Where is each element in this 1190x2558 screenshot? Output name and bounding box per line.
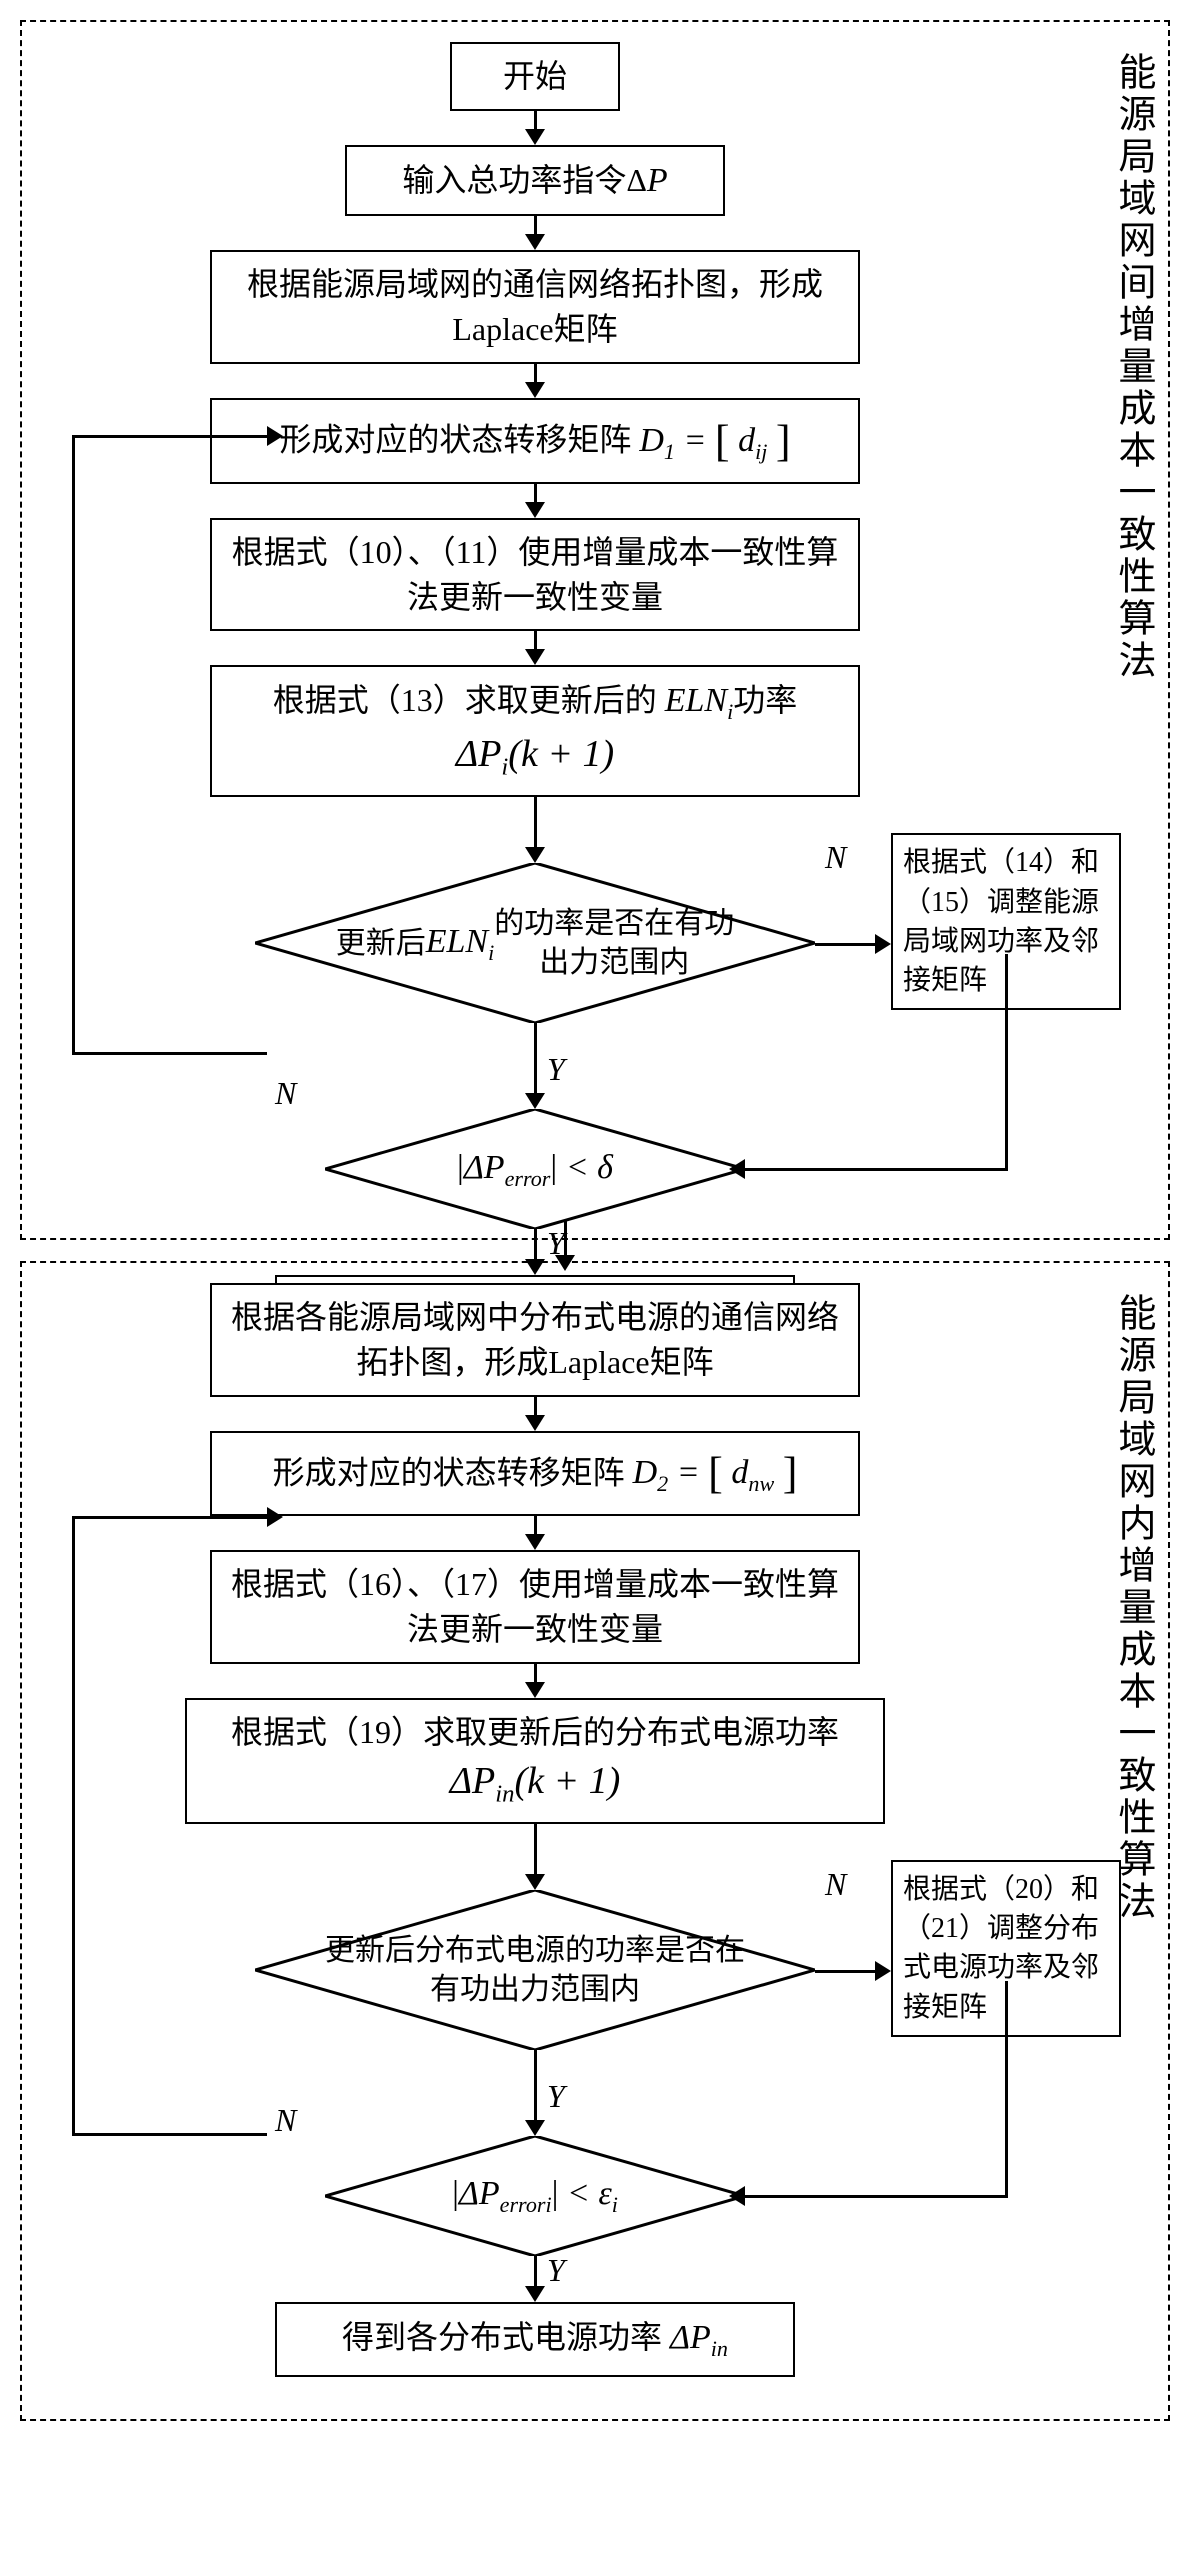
matrix1-math: D1 = [ dij ] — [639, 422, 790, 459]
out2-expr: ΔPin — [670, 2319, 728, 2356]
input-box: 输入总功率指令ΔP — [345, 145, 725, 217]
d2-1-N: N — [275, 1075, 296, 1112]
d2-2-Y: Y — [547, 2252, 565, 2289]
d1-2-Y: Y — [547, 2078, 565, 2115]
d1-1-Y: Y — [547, 1051, 565, 1088]
feedback-arrow-1 — [267, 426, 283, 446]
section-inter-network: 能源局域网间增量成本一致性算法 开始 输入总功率指令ΔP 根据能源局域网的通信网… — [20, 20, 1170, 1240]
d2-2-N: N — [275, 2102, 296, 2139]
matrix-box-2: 形成对应的状态转移矩阵 D2 = [ dnw ] — [210, 1431, 860, 1517]
decision2-1-text: |ΔPerror| < δ — [325, 1109, 745, 1229]
decision1-1: 更新后ELNi的功率是否在有功出力范围内 — [255, 863, 815, 1023]
section2-side-label: 能源局域网内增量成本一致性算法 — [1111, 1293, 1153, 1923]
power2-line1: 根据式（19）求取更新后的分布式电源功率 — [231, 1714, 839, 1750]
d1-1-N: N — [825, 839, 846, 876]
feedback-line-2 — [72, 1516, 267, 2136]
feedback-line-1 — [72, 435, 267, 1055]
power1-expr: ΔPi(k + 1) — [456, 733, 614, 775]
input-text: 输入总功率指令ΔP — [402, 162, 667, 198]
decision1-2: 更新后分布式电源的功率是否在有功出力范围内 — [255, 1890, 815, 2050]
update-box-2: 根据式（16）、（17）使用增量成本一致性算法更新一致性变量 — [210, 1550, 860, 1664]
power1-line1: 根据式（13）求取更新后的 ELNi功率 — [273, 682, 798, 718]
matrix2-math: D2 = [ dnw ] — [633, 1454, 798, 1491]
start-box: 开始 — [450, 42, 620, 111]
matrix2-prefix: 形成对应的状态转移矩阵 — [273, 1454, 633, 1490]
update-box-1: 根据式（10）、（11）使用增量成本一致性算法更新一致性变量 — [210, 518, 860, 632]
power2-expr: ΔPin(k + 1) — [450, 1760, 621, 1802]
decision1-1-text: 更新后ELNi的功率是否在有功出力范围内 — [255, 863, 815, 1023]
matrix1-prefix: 形成对应的状态转移矩阵 — [279, 422, 639, 458]
laplace-box-1: 根据能源局域网的通信网络拓扑图，形成Laplace矩阵 — [210, 250, 860, 364]
laplace-box-2: 根据各能源局域网中分布式电源的通信网络拓扑图，形成Laplace矩阵 — [210, 1283, 860, 1397]
matrix-box-1: 形成对应的状态转移矩阵 D1 = [ dij ] — [210, 398, 860, 484]
feedback-arrow-2 — [267, 1507, 283, 1527]
decision2-1: |ΔPerror| < δ — [325, 1109, 745, 1229]
decision1-2-text: 更新后分布式电源的功率是否在有功出力范围内 — [255, 1890, 815, 2050]
decision2-2-text: |ΔPerrori| < εi — [325, 2136, 745, 2256]
d2-1-Y: Y — [547, 1225, 565, 1262]
output-box-2: 得到各分布式电源功率 ΔPin — [275, 2302, 795, 2377]
out2-prefix: 得到各分布式电源功率 — [342, 2319, 662, 2355]
decision2-2: |ΔPerrori| < εi — [325, 2136, 745, 2256]
power-box-2: 根据式（19）求取更新后的分布式电源功率 ΔPin(k + 1) — [185, 1698, 885, 1824]
power-box-1: 根据式（13）求取更新后的 ELNi功率 ΔPi(k + 1) — [210, 665, 860, 797]
d1-2-N: N — [825, 1866, 846, 1903]
section-intra-network: 能源局域网内增量成本一致性算法 根据各能源局域网中分布式电源的通信网络拓扑图，形… — [20, 1261, 1170, 2421]
section1-side-label: 能源局域网间增量成本一致性算法 — [1111, 52, 1153, 682]
